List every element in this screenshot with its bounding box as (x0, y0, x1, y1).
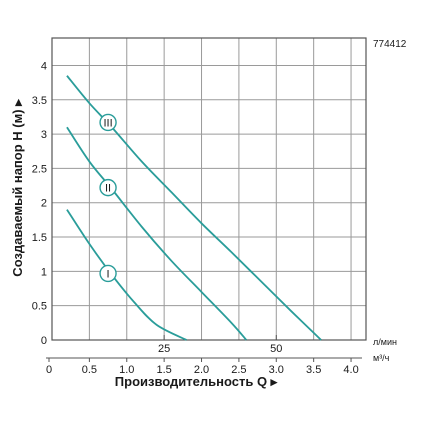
x-axis-title: Производительность Q ▸ (115, 374, 279, 389)
y-tick-label: 4 (41, 60, 47, 72)
series-group (66, 75, 322, 341)
tick-label-group: 0 0.5 1.0 1.5 2.0 2.5 3.0 3.5 4.0 25 50 0 0.5 1 1.5 2 2.… (32, 60, 359, 376)
x-tick-label-lmin: 25 (158, 343, 170, 355)
curve-label-text: I (107, 268, 110, 280)
series-line-iii (66, 75, 322, 341)
y-tick-label: 2 (41, 198, 47, 210)
grid (52, 38, 366, 340)
curve-label-circle (99, 264, 117, 283)
x-tick-label-m3h: 2.5 (231, 364, 246, 376)
x-tick-label-m3h: 0.5 (82, 364, 97, 376)
y-tick-label: 1.5 (32, 232, 47, 244)
curve-label-ii: II (99, 178, 117, 197)
curve-label-circle (99, 113, 117, 132)
x-tick-label-m3h: 1.5 (156, 364, 171, 376)
series-line-i (66, 209, 187, 341)
curve-label-text: III (103, 117, 112, 129)
x-tick-label-m3h: 3.0 (269, 364, 284, 376)
x-tick-label-m3h: 1.0 (119, 364, 134, 376)
x-unit-lmin: л/мин (373, 337, 397, 347)
y-tick-label: 0.5 (32, 301, 47, 313)
plot-frame (46, 37, 367, 362)
plot-border (51, 37, 367, 341)
x-tick-label-m3h: 2.0 (194, 364, 209, 376)
y-tick-label: 0 (41, 335, 47, 347)
x-unit-m3h: м³/ч (373, 353, 390, 363)
y-tick-label: 1 (41, 266, 47, 278)
y-tick-label: 2.5 (32, 163, 47, 175)
product-code: 774412 (373, 39, 407, 50)
y-tick-label: 3 (41, 129, 47, 141)
y-tick-label: 3.5 (32, 95, 47, 107)
curve-label-iii: III (99, 113, 117, 132)
x-tick-label-lmin: 50 (270, 343, 282, 355)
x-tick-label-m3h: 4.0 (343, 364, 358, 376)
y-axis-title: Создаваемый напор H (м) ▸ (10, 98, 25, 277)
x-tick-label-m3h: 3.5 (306, 364, 321, 376)
series-line-ii (66, 126, 248, 341)
curve-label-i: I (99, 264, 117, 283)
curve-label-text: II (105, 183, 111, 195)
x-tick-label-m3h: 0 (46, 364, 52, 376)
curve-label-circle (99, 178, 117, 197)
